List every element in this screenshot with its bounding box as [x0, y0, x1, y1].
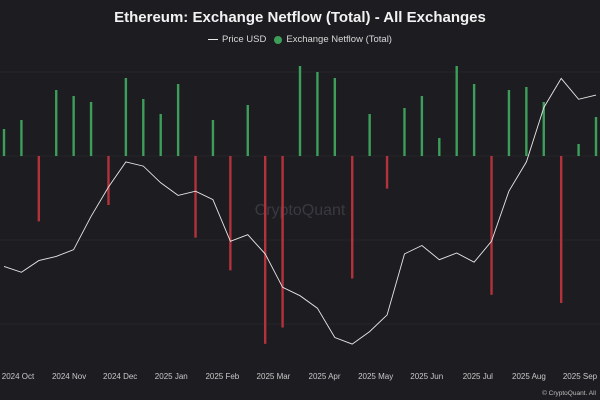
netflow-bar-inflow	[89, 102, 93, 156]
netflow-bar-inflow	[142, 99, 145, 156]
netflow-bar-outflow	[351, 156, 354, 279]
netflow-bar-inflow	[298, 66, 302, 156]
x-tick-label: 2025 Mar	[257, 372, 291, 381]
netflow-bar-outflow	[229, 156, 232, 271]
x-tick-label: 2025 Jul	[463, 372, 493, 381]
netflow-bar-inflow	[176, 84, 180, 156]
netflow-bar-inflow	[438, 138, 441, 156]
x-tick-label: 2025 Sep	[563, 372, 598, 381]
x-tick-label: 2024 Dec	[103, 372, 137, 381]
netflow-bar-inflow	[333, 78, 337, 156]
netflow-bar-inflow	[455, 66, 458, 156]
netflow-bar-outflow	[194, 156, 197, 238]
netflow-bar-inflow	[124, 78, 128, 156]
netflow-bar-inflow	[420, 96, 424, 156]
netflow-bar-inflow	[542, 102, 545, 156]
netflow-bar-inflow	[577, 144, 580, 156]
netflow-bars	[2, 66, 598, 344]
netflow-bar-outflow	[281, 156, 284, 328]
legend-item-netflow[interactable]: Exchange Netflow (Total)	[274, 34, 392, 45]
x-tick-label: 2025 Feb	[205, 372, 239, 381]
netflow-dot-swatch-icon	[274, 35, 283, 44]
netflow-bar-inflow	[211, 120, 215, 156]
chart-title: Ethereum: Exchange Netflow (Total) - All…	[114, 9, 486, 26]
netflow-bar-outflow	[107, 156, 110, 205]
netflow-bar-inflow	[316, 72, 319, 156]
netflow-bar-inflow	[72, 96, 75, 156]
netflow-bar-inflow	[525, 87, 528, 156]
netflow-bar-inflow	[55, 90, 58, 156]
x-tick-label: 2025 Jun	[410, 372, 443, 381]
x-tick-label: 2024 Nov	[52, 372, 86, 381]
netflow-bar-outflow	[37, 156, 41, 222]
x-tick-label: 2024 Oct	[2, 372, 35, 381]
chart-watermark: CryptoQuant	[255, 202, 346, 219]
legend-item-price[interactable]: Price USD	[208, 34, 266, 45]
x-tick-label: 2025 Aug	[512, 372, 546, 381]
netflow-bar-inflow	[472, 84, 476, 156]
netflow-bar-inflow	[2, 129, 6, 156]
x-tick-label: 2025 Jan	[155, 372, 188, 381]
chart-credit: © CryptoQuant. All	[542, 390, 596, 397]
x-axis-ticks: 2024 Oct 2024 Nov 2024 Dec 2025 Jan 2025 Feb…	[2, 372, 598, 381]
netflow-bar-inflow	[246, 105, 249, 156]
netflow-bar-inflow	[594, 117, 598, 156]
price-line-swatch-icon	[208, 39, 219, 40]
x-tick-label: 2025 Apr	[309, 372, 341, 381]
netflow-bar-inflow	[507, 90, 511, 156]
netflow-bar-outflow	[490, 156, 493, 295]
chart-legend: Price USD Exchange Netflow (Total)	[0, 34, 600, 45]
netflow-bar-outflow	[263, 156, 267, 344]
legend-label-price: Price USD	[222, 34, 267, 45]
legend-label-netflow: Exchange Netflow (Total)	[286, 34, 392, 45]
netflow-bar-outflow	[559, 156, 563, 303]
netflow-bar-inflow	[20, 120, 23, 156]
netflow-bar-inflow	[368, 114, 371, 156]
x-tick-label: 2025 May	[358, 372, 393, 381]
netflow-bar-outflow	[385, 156, 389, 189]
price-line	[3, 77, 597, 345]
netflow-bar-inflow	[403, 108, 406, 156]
netflow-bar-inflow	[159, 114, 162, 156]
